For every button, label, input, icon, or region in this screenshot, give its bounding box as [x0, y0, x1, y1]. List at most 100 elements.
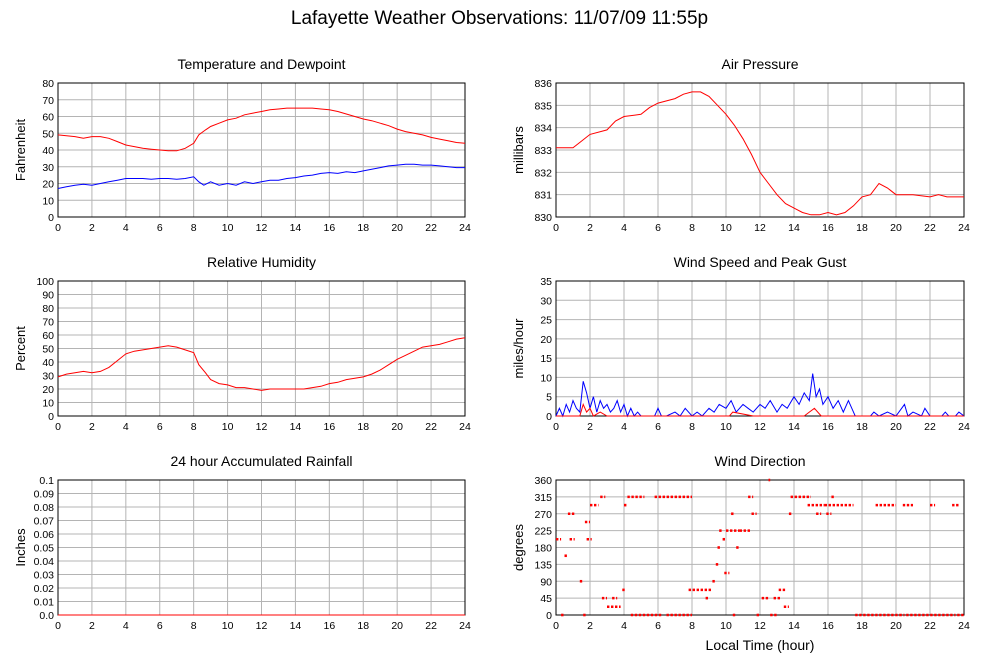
pressure-title: Air Pressure [721, 56, 798, 72]
temperature-xtick-label: 12 [256, 222, 268, 234]
temperature-ytick-label: 20 [42, 179, 54, 191]
direction-xlabel: Local Time (hour) [706, 637, 815, 653]
rainfall-ytick-label: 0.08 [34, 502, 55, 514]
pressure-xtick-label: 18 [856, 222, 868, 234]
rainfall-xtick-label: 20 [391, 620, 403, 632]
wind-ytick-label: 5 [546, 392, 552, 404]
rainfall-xtick-label: 12 [256, 620, 268, 632]
pressure-ytick-label: 834 [534, 123, 552, 135]
direction-xtick-label: 8 [689, 620, 695, 632]
humidity-ylabel: Percent [13, 326, 28, 371]
direction-xtick-label: 12 [754, 620, 766, 632]
temperature-xtick-label: 6 [157, 222, 163, 234]
pressure-ytick-label: 833 [534, 145, 552, 157]
pressure-ytick-label: 836 [534, 78, 552, 90]
temperature-xtick-label: 18 [357, 222, 369, 234]
temperature-xtick-label: 2 [89, 222, 95, 234]
rainfall-ytick-label: 0.0 [39, 610, 54, 622]
rainfall-ytick-label: 0.07 [34, 516, 55, 528]
pressure-xtick-label: 2 [587, 222, 593, 234]
humidity-ytick-label: 50 [42, 344, 54, 356]
pressure-ytick-label: 835 [534, 100, 552, 112]
rainfall-xtick-label: 2 [89, 620, 95, 632]
direction-ytick-label: 90 [540, 576, 552, 588]
humidity-xtick-label: 24 [459, 421, 471, 433]
direction-xtick-label: 2 [587, 620, 593, 632]
wind-ytick-label: 10 [540, 372, 552, 384]
humidity-ytick-label: 40 [42, 357, 54, 369]
pressure-frame [555, 82, 965, 218]
temperature-ytick-label: 50 [42, 128, 54, 140]
wind-ytick-label: 25 [540, 315, 552, 327]
direction-xtick-label: 4 [621, 620, 627, 632]
temperature-title: Temperature and Dewpoint [177, 56, 345, 72]
page-title: Lafayette Weather Observations: 11/07/09… [290, 8, 709, 29]
humidity-ytick-label: 10 [42, 398, 54, 410]
pressure-xtick-label: 8 [689, 222, 695, 234]
direction-ytick-label: 135 [534, 559, 552, 571]
pressure-xtick-label: 16 [822, 222, 834, 234]
wind-xtick-label: 4 [621, 421, 627, 433]
temperature-ytick-label: 0 [48, 212, 54, 224]
rainfall-ytick-label: 0.06 [34, 529, 55, 541]
wind-ytick-label: 30 [540, 295, 552, 307]
direction-frame [555, 479, 965, 616]
direction-ytick-label: 0 [546, 610, 552, 622]
wind-series-0-line [555, 373, 965, 418]
pressure-xtick-label: 20 [890, 222, 902, 234]
rainfall-xtick-label: 10 [222, 620, 234, 632]
humidity-ytick-label: 0 [48, 411, 54, 423]
humidity-ytick-label: 90 [42, 290, 54, 302]
pressure-xtick-label: 22 [924, 222, 936, 234]
humidity-xtick-label: 12 [256, 421, 268, 433]
temperature-ytick-label: 60 [42, 112, 54, 124]
wind-ytick-label: 15 [540, 353, 552, 365]
humidity-xtick-label: 16 [323, 421, 335, 433]
wind-xtick-label: 10 [720, 421, 732, 433]
humidity-xtick-label: 0 [55, 421, 61, 433]
wind-xtick-label: 2 [587, 421, 593, 433]
wind-ytick-label: 0 [546, 411, 552, 423]
rainfall-xtick-label: 0 [55, 620, 61, 632]
rainfall-title: 24 hour Accumulated Rainfall [170, 453, 352, 469]
wind-xtick-label: 24 [958, 421, 970, 433]
direction-xtick-label: 10 [720, 620, 732, 632]
direction-xtick-label: 14 [788, 620, 800, 632]
rainfall-chart: 0 2 4 6 8 10 12 14 16 18 20 22 240.00.010.020.030.04… [13, 453, 471, 632]
pressure-ylabel: millibars [511, 126, 526, 174]
wind-xtick-label: 8 [689, 421, 695, 433]
humidity-ytick-label: 70 [42, 317, 54, 329]
humidity-xtick-label: 14 [290, 421, 302, 433]
rainfall-xtick-label: 22 [425, 620, 437, 632]
temperature-series-0-line [57, 107, 466, 152]
direction-ytick-label: 315 [534, 492, 552, 504]
humidity-xtick-label: 6 [157, 421, 163, 433]
wind-xtick-label: 14 [788, 421, 800, 433]
direction-xtick-label: 20 [890, 620, 902, 632]
wind-xtick-label: 16 [822, 421, 834, 433]
temperature-ytick-label: 10 [42, 195, 54, 207]
rainfall-ytick-label: 0.1 [39, 475, 54, 487]
direction-ytick-label: 180 [534, 543, 552, 555]
direction-xtick-label: 16 [822, 620, 834, 632]
humidity-xtick-label: 22 [425, 421, 437, 433]
temperature-ytick-label: 40 [42, 145, 54, 157]
direction-xtick-label: 22 [924, 620, 936, 632]
pressure-xtick-label: 10 [720, 222, 732, 234]
temperature-ytick-label: 80 [42, 78, 54, 90]
rainfall-xtick-label: 4 [123, 620, 129, 632]
temperature-xtick-label: 14 [290, 222, 302, 234]
direction-xtick-label: 0 [553, 620, 559, 632]
rainfall-ylabel: Inches [13, 528, 28, 567]
humidity-series-0-line [57, 337, 466, 391]
pressure-ytick-label: 831 [534, 190, 552, 202]
wind-xtick-label: 6 [655, 421, 661, 433]
pressure-ytick-label: 832 [534, 167, 552, 179]
temperature-ytick-label: 70 [42, 95, 54, 107]
temperature-chart: 0 2 4 6 8 10 12 14 16 18 20 22 2401020304050607080Te… [13, 56, 471, 234]
rainfall-xtick-label: 16 [323, 620, 335, 632]
wind-xtick-label: 12 [754, 421, 766, 433]
wind-title: Wind Speed and Peak Gust [674, 254, 847, 270]
rainfall-xtick-label: 24 [459, 620, 471, 632]
